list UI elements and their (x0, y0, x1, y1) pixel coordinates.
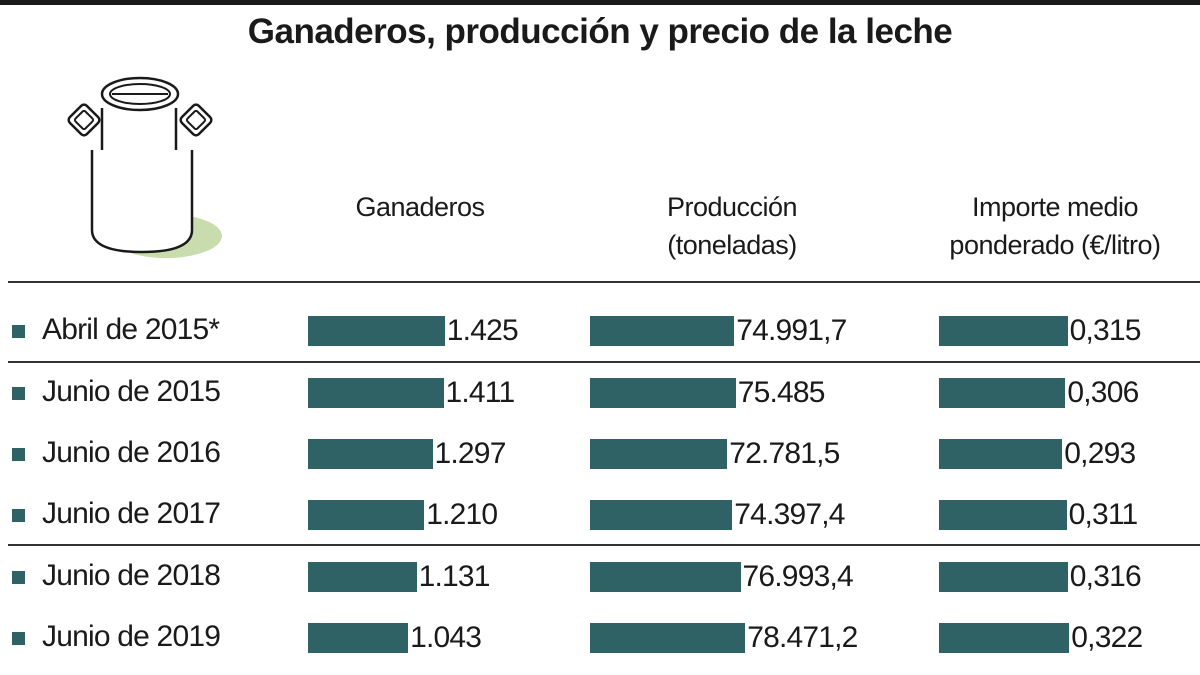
data-label: 1.411 (445, 376, 516, 409)
bar (308, 316, 445, 346)
bullet-square-icon (12, 387, 25, 400)
bar (308, 562, 417, 592)
bar (939, 500, 1067, 530)
chart-title: Ganaderos, producción y precio de la lec… (247, 12, 953, 51)
row-divider (8, 544, 1200, 546)
bar (308, 623, 409, 653)
bar (590, 623, 746, 653)
bar (939, 439, 1063, 469)
bar (590, 562, 741, 592)
column-header: (toneladas) (667, 230, 797, 260)
top-rule (0, 0, 1200, 5)
milk-can-icon (67, 76, 222, 258)
bar (308, 378, 444, 408)
data-label: 0,306 (1067, 376, 1139, 409)
category-label: Junio de 2019 (42, 620, 221, 653)
data-label: 0,311 (1068, 498, 1139, 531)
bar (590, 439, 728, 469)
bullet-square-icon (12, 325, 25, 338)
data-label: 75.485 (737, 376, 826, 409)
header-divider (8, 281, 1200, 283)
bar (590, 500, 733, 530)
column-header: Ganaderos (355, 192, 485, 222)
bar (308, 439, 433, 469)
column-header: ponderado (€/litro) (949, 230, 1161, 260)
data-label: 0,315 (1069, 314, 1142, 347)
bar (939, 378, 1066, 408)
data-label: 1.425 (446, 314, 519, 347)
category-label: Junio de 2017 (42, 497, 221, 530)
bar (590, 316, 735, 346)
bullet-square-icon (12, 571, 25, 584)
bar (590, 378, 736, 408)
data-label: 72.781,5 (729, 437, 840, 470)
data-label: 1.131 (418, 560, 491, 593)
category-label: Junio de 2018 (42, 559, 221, 592)
data-label: 74.397,4 (734, 498, 845, 531)
data-label: 78.471,2 (747, 621, 858, 654)
bullet-square-icon (12, 632, 25, 645)
data-label: 76.993,4 (742, 560, 854, 593)
data-label: 0,316 (1069, 560, 1142, 593)
row-divider (8, 361, 1200, 363)
data-label: 0,322 (1071, 621, 1143, 654)
category-label: Junio de 2016 (42, 436, 221, 469)
bullet-square-icon (12, 509, 25, 522)
data-label: 1.043 (410, 621, 482, 654)
bullet-square-icon (12, 448, 25, 461)
data-label: 0,293 (1064, 437, 1136, 470)
bar (308, 500, 425, 530)
data-label: 74.991,7 (736, 314, 847, 347)
data-label: 1.297 (434, 437, 507, 470)
bar (939, 562, 1068, 592)
category-label: Abril de 2015* (42, 313, 220, 346)
column-header: Producción (666, 192, 798, 222)
category-label: Junio de 2015 (42, 375, 221, 408)
bar (939, 316, 1068, 346)
data-label: 1.210 (426, 498, 498, 531)
bar (939, 623, 1070, 653)
column-header: Importe medio (971, 192, 1139, 222)
